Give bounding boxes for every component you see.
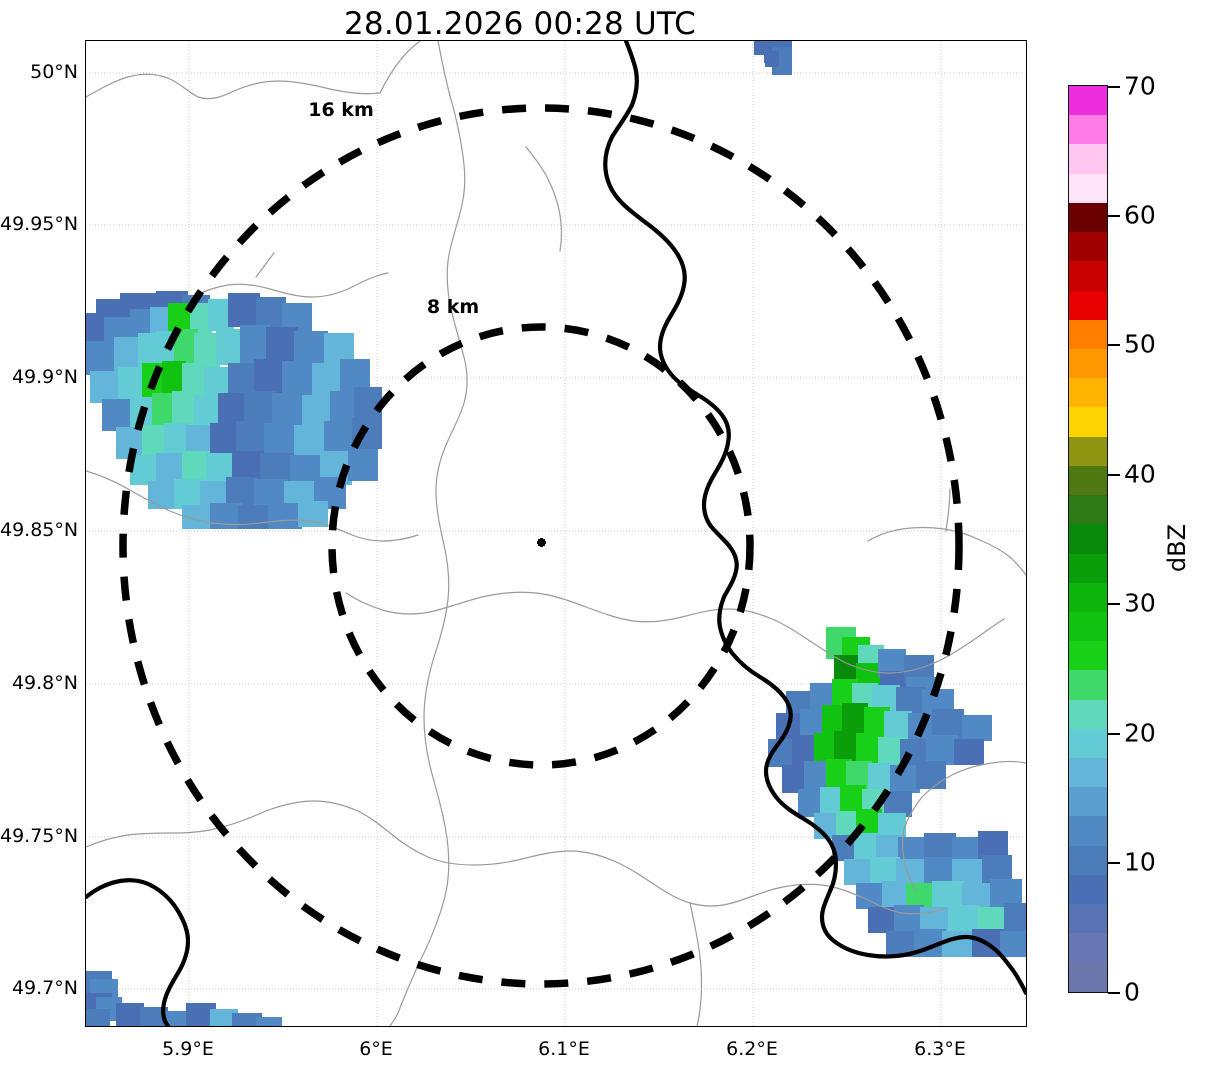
colorbar-band	[1069, 728, 1107, 759]
lat-tick-6: 49.7°N	[11, 977, 78, 999]
cb-tickmark-40	[1108, 474, 1120, 476]
map-axes[interactable]	[85, 40, 1027, 1027]
echo-south-southwest-cluster	[86, 971, 282, 1026]
range-ring-8km	[328, 323, 754, 769]
colorbar-band	[1069, 319, 1107, 349]
colorbar-band	[1069, 553, 1107, 583]
colorbar-band	[1069, 495, 1107, 525]
range-ring-16km	[119, 104, 963, 988]
colorbar-band	[1069, 348, 1107, 379]
cb-ticklabel-10: 10	[1124, 847, 1156, 877]
lat-tick-4: 49.8°N	[11, 672, 78, 694]
map-canvas	[86, 41, 1026, 1026]
colorbar-band	[1069, 641, 1107, 671]
cb-tickmark-30	[1108, 603, 1120, 605]
colorbar-band	[1069, 874, 1107, 905]
cb-ticklabel-70: 70	[1124, 71, 1156, 101]
colorbar-band	[1069, 407, 1107, 437]
echo-southeast-cluster	[768, 627, 1026, 957]
cb-tickmark-50	[1108, 344, 1120, 346]
colorbar-band	[1069, 758, 1107, 788]
lat-tick-0: 50°N	[30, 61, 78, 83]
national-border	[86, 41, 1026, 1026]
radar-center-marker	[537, 538, 546, 547]
lat-tick-1: 49.95°N	[0, 213, 79, 235]
colorbar-band	[1069, 582, 1107, 612]
colorbar-band	[1069, 436, 1107, 466]
colorbar-band	[1069, 378, 1107, 408]
cb-ticklabel-0: 0	[1124, 977, 1140, 1007]
echo-northwest-cluster	[86, 291, 382, 529]
cb-tickmark-70	[1108, 86, 1120, 88]
colorbar-band	[1069, 202, 1107, 233]
colorbar[interactable]	[1068, 85, 1108, 993]
lat-tick-2: 49.9°N	[11, 366, 78, 388]
colorbar-axis-label: dBZ	[1163, 523, 1191, 573]
colorbar-band	[1069, 144, 1107, 174]
range-ring-label-8km: 8 km	[426, 296, 480, 318]
lon-tick-2: 6.1°E	[538, 1038, 590, 1060]
colorbar-band	[1069, 290, 1107, 320]
colorbar-band	[1069, 524, 1107, 554]
echo-north-isolated	[754, 41, 792, 75]
colorbar-band	[1069, 933, 1107, 963]
cb-tickmark-20	[1108, 733, 1120, 735]
lat-tick-5: 49.75°N	[0, 825, 79, 847]
lat-tick-3: 49.85°N	[0, 519, 79, 541]
colorbar-band	[1069, 904, 1107, 934]
colorbar-band	[1069, 699, 1107, 729]
lon-tick-0: 5.9°E	[162, 1038, 214, 1060]
cb-ticklabel-30: 30	[1124, 588, 1156, 618]
page-title: 28.01.2026 00:28 UTC	[344, 6, 696, 42]
cb-tickmark-60	[1108, 215, 1120, 217]
colorbar-band	[1069, 670, 1107, 700]
colorbar-band	[1069, 845, 1107, 875]
colorbar-band	[1069, 261, 1107, 291]
colorbar-band	[1069, 816, 1107, 846]
cb-ticklabel-20: 20	[1124, 718, 1156, 748]
colorbar-band	[1069, 611, 1107, 642]
colorbar-band	[1069, 232, 1107, 262]
colorbar-band	[1069, 787, 1107, 817]
colorbar-band	[1069, 173, 1107, 203]
cb-ticklabel-40: 40	[1124, 459, 1156, 489]
cb-tickmark-10	[1108, 862, 1120, 864]
cb-ticklabel-50: 50	[1124, 329, 1156, 359]
cb-tickmark-0	[1108, 992, 1120, 994]
colorbar-band	[1069, 115, 1107, 145]
lon-tick-4: 6.3°E	[914, 1038, 966, 1060]
lon-tick-1: 6°E	[359, 1038, 393, 1060]
colorbar-band	[1069, 962, 1107, 992]
cb-ticklabel-60: 60	[1124, 200, 1156, 230]
lon-tick-3: 6.2°E	[726, 1038, 778, 1060]
colorbar-band	[1069, 465, 1107, 496]
range-ring-label-16km: 16 km	[308, 99, 374, 121]
colorbar-band	[1069, 86, 1107, 116]
range-rings	[119, 104, 963, 988]
